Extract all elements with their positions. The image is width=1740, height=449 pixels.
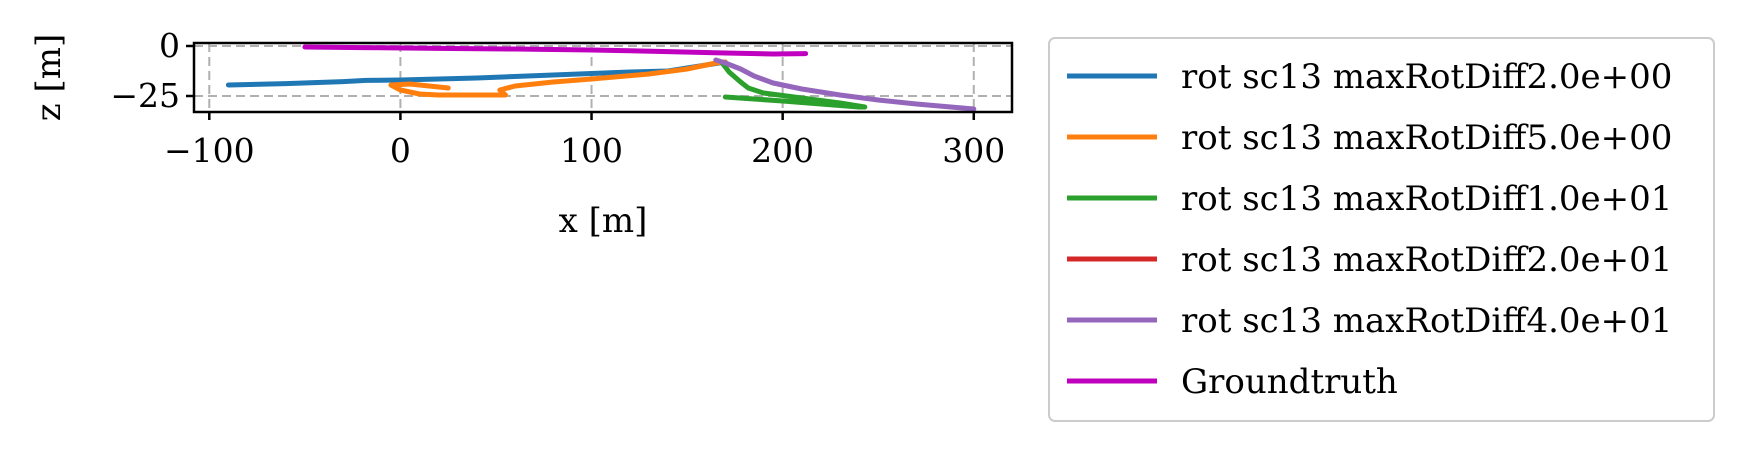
series-lines [225, 44, 977, 112]
y-axis-label: z [m] [29, 34, 69, 122]
series-line-5 [713, 57, 977, 112]
x-axis-label: x [m] [559, 201, 648, 241]
legend-label-5: rot sc13 maxRotDiff4.0e+01 [1181, 301, 1672, 341]
x-tick-label: 200 [751, 131, 814, 170]
x-tick-label: 300 [942, 131, 1005, 170]
axis-ticks: −100 0 100 200 300 0 −25 [110, 26, 1005, 170]
series-line-3 [719, 59, 868, 110]
x-tick-label: 0 [390, 131, 411, 170]
legend-label-4: rot sc13 maxRotDiff2.0e+01 [1181, 240, 1672, 280]
series-line-2 [388, 59, 728, 98]
plot-frame [192, 41, 1014, 114]
legend: rot sc13 maxRotDiff2.0e+00 rot sc13 maxRo… [1048, 37, 1715, 422]
legend-box [1048, 37, 1715, 422]
legend-label-1: rot sc13 maxRotDiff2.0e+00 [1181, 57, 1672, 97]
y-tick-label: −25 [110, 76, 180, 115]
legend-label-6: Groundtruth [1181, 362, 1398, 402]
x-tick-label: 100 [560, 131, 623, 170]
x-tick-label: −100 [164, 131, 255, 170]
legend-label-2: rot sc13 maxRotDiff5.0e+00 [1181, 118, 1672, 158]
series-line-6 [302, 44, 809, 57]
y-tick-label: 0 [159, 26, 180, 65]
legend-label-3: rot sc13 maxRotDiff1.0e+01 [1181, 179, 1672, 219]
